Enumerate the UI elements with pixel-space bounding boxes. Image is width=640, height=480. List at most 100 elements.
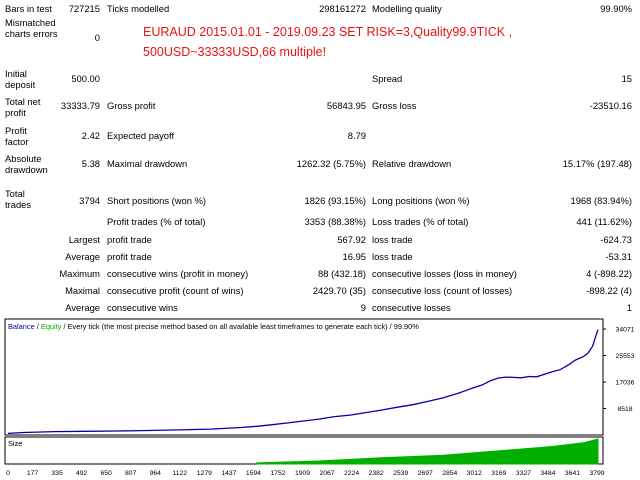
x-tick-label: 1122 [172, 470, 187, 477]
chart-description: / Every tick (the most precise method ba… [61, 322, 419, 331]
absolute-drawdown-label: Absolute drawdown [5, 153, 48, 175]
y-tick-label: 17036 [616, 379, 635, 386]
cprofit-count-label: consecutive profit (count of wins) [107, 285, 244, 296]
x-tick-label: 3484 [540, 470, 555, 477]
loss-trades-value: 441 (11.62%) [576, 216, 632, 227]
x-tick-label: 1752 [270, 470, 285, 477]
size-area [256, 438, 599, 465]
profit-trades-value: 3353 (88.38%) [304, 216, 366, 227]
x-axis: 0 177 335 492 650 807 964 1122 1279 1437 1594 1752 1… [6, 470, 605, 477]
x-tick-label: 807 [125, 470, 137, 477]
deposit-label: Initial deposit [5, 68, 36, 90]
gross-loss-value: -23510.16 [589, 100, 632, 111]
total-trades-value: 3794 [79, 195, 100, 206]
largest-loss-value: -624.73 [600, 234, 632, 245]
maximum-label: Maximum [59, 268, 100, 279]
x-tick-label: 964 [150, 470, 162, 477]
x-tick-label: 1594 [246, 470, 261, 477]
x-tick-label: 177 [27, 470, 39, 477]
quality-label: Modelling quality [372, 3, 442, 14]
average-profit-label: profit trade [107, 251, 152, 262]
bars-value: 727215 [68, 3, 100, 14]
legend-separator: / [35, 322, 41, 331]
quality-value: 99.90% [600, 3, 632, 14]
closses-money-label: consecutive losses (loss in money) [372, 268, 517, 279]
absolute-drawdown-value: 5.38 [81, 158, 100, 169]
long-positions-label: Long positions (won %) [372, 195, 470, 206]
bars-label: Bars in test [5, 3, 52, 14]
average-consecutive-label: Average [65, 302, 100, 313]
x-tick-label: 3799 [589, 470, 604, 477]
y-tick-label: 8518 [617, 406, 632, 413]
maximal-drawdown-value: 1262.32 (5.75%) [296, 158, 366, 169]
x-tick-label: 1437 [221, 470, 236, 477]
net-profit-value: 33333.79 [60, 100, 100, 111]
x-tick-label: 3012 [467, 470, 482, 477]
spread-label: Spread [372, 73, 403, 84]
average-label: Average [65, 251, 100, 262]
maximal-drawdown-label: Maximal drawdown [107, 158, 188, 169]
x-tick-label: 0 [6, 470, 10, 477]
short-positions-value: 1826 (93.15%) [304, 195, 366, 206]
mismatch-label: Mismatched charts errors [5, 17, 58, 39]
total-trades-label: Total trades [5, 188, 32, 210]
closses-money-value: 4 (-898.22) [586, 268, 632, 279]
series-layer [7, 329, 599, 435]
average-profit-value: 16.95 [342, 251, 366, 262]
loss-trades-label: Loss trades (% of total) [372, 216, 469, 227]
chart-header: Balance / Equity / Every tick (the most … [8, 322, 419, 331]
x-tick-label: 2697 [418, 470, 433, 477]
avg-cwins-label: consecutive wins [107, 302, 178, 313]
equity-legend: Equity [41, 322, 62, 331]
y-axis: 8518 17036 25553 34071 [603, 327, 635, 413]
x-tick-label: 1279 [197, 470, 212, 477]
avg-cwins-value: 9 [360, 302, 366, 313]
y-tick-label: 34071 [616, 327, 635, 334]
expected-payoff-label: Expected payoff [107, 130, 175, 141]
spread-value: 15 [621, 73, 632, 84]
x-tick-label: 2539 [393, 470, 408, 477]
relative-drawdown-value: 15.17% (197.48) [562, 158, 632, 169]
size-layer [256, 438, 599, 465]
largest-profit-value: 567.92 [337, 234, 366, 245]
avg-closses-value: 1 [626, 302, 632, 313]
x-tick-label: 492 [76, 470, 88, 477]
x-tick-label: 650 [100, 470, 112, 477]
short-positions-label: Short positions (won %) [107, 195, 207, 206]
profit-factor-label: Profit factor [5, 125, 29, 147]
x-tick-label: 3169 [491, 470, 506, 477]
annotation-line-1: EURAUD 2015.01.01 - 2019.09.23 SET RISK=… [143, 25, 513, 39]
avg-closses-label: consecutive losses [372, 302, 451, 313]
largest-loss-label: loss trade [372, 234, 413, 245]
gross-profit-label: Gross profit [107, 100, 156, 111]
cwins-money-value: 88 (432.18) [318, 268, 366, 279]
x-tick-label: 2224 [344, 470, 359, 477]
x-tick-label: 335 [51, 470, 63, 477]
x-tick-label: 2067 [319, 470, 334, 477]
balance-series-line [7, 329, 599, 435]
ticks-value: 298161272 [319, 3, 366, 14]
x-tick-label: 2382 [369, 470, 384, 477]
long-positions-value: 1968 (83.94%) [570, 195, 632, 206]
closs-count-value: -898.22 (4) [586, 285, 632, 296]
profit-trades-label: Profit trades (% of total) [107, 216, 206, 227]
expected-payoff-value: 8.79 [347, 130, 366, 141]
annotation-line-2: 500USD~33333USD,66 multiple! [143, 45, 327, 59]
x-tick-label: 3641 [565, 470, 580, 477]
profit-factor-value: 2.42 [81, 130, 100, 141]
net-profit-label: Total net profit [5, 96, 41, 118]
x-tick-label: 3327 [516, 470, 531, 477]
size-label: Size [8, 439, 22, 448]
balance-legend: Balance [8, 322, 35, 331]
cwins-money-label: consecutive wins (profit in money) [107, 268, 249, 279]
x-tick-label: 2854 [442, 470, 457, 477]
gross-loss-label: Gross loss [372, 100, 417, 111]
largest-label: Largest [68, 234, 100, 245]
average-loss-value: -53.31 [605, 251, 632, 262]
average-loss-label: loss trade [372, 251, 413, 262]
mismatch-value: 0 [94, 32, 100, 43]
cprofit-count-value: 2429.70 (35) [312, 285, 366, 296]
largest-profit-label: profit trade [107, 234, 152, 245]
ticks-label: Ticks modelled [107, 3, 170, 14]
relative-drawdown-label: Relative drawdown [372, 158, 452, 169]
